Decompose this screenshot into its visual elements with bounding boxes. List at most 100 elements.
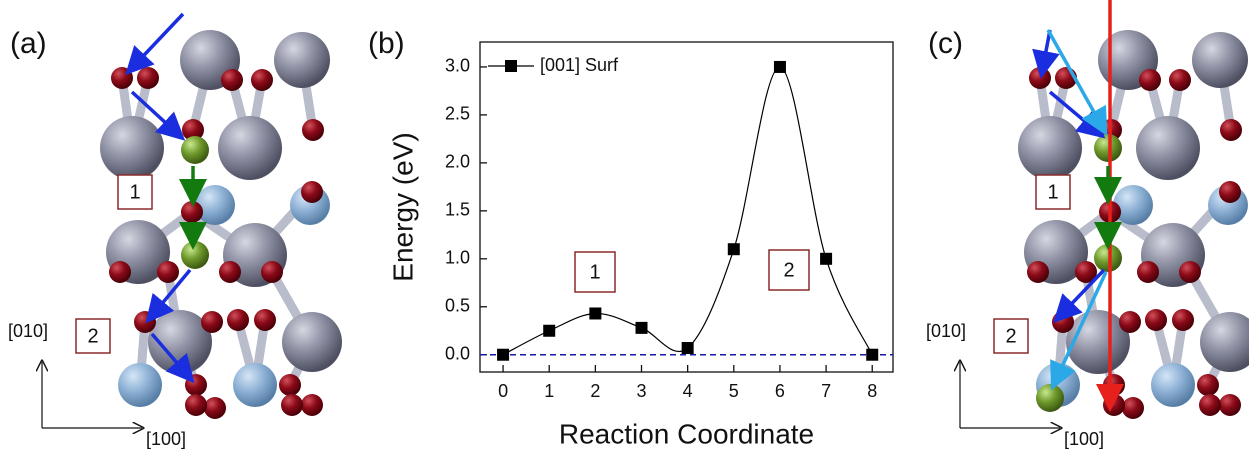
label-box [75, 318, 111, 354]
atom [1122, 397, 1144, 419]
x-axis-label: Reaction Coordinate [559, 418, 814, 449]
x-tick-label: 1 [544, 381, 554, 401]
atom [1029, 67, 1051, 89]
label-box [1035, 174, 1071, 210]
axis-label: [100] [146, 429, 186, 449]
atom [281, 394, 303, 416]
annotation: 2 [783, 259, 794, 281]
atom [218, 116, 282, 180]
atom [181, 201, 203, 223]
panel-label: (c) [928, 27, 963, 60]
atom [301, 394, 323, 416]
x-tick-label: 4 [683, 381, 693, 401]
atom [157, 261, 179, 283]
atom [1220, 119, 1242, 141]
atom [279, 374, 301, 396]
label-box [993, 318, 1029, 354]
x-tick-label: 2 [590, 381, 600, 401]
atom [251, 69, 273, 91]
atom [195, 185, 235, 225]
atom [1027, 261, 1049, 283]
x-tick-label: 6 [775, 381, 785, 401]
atom [204, 397, 226, 419]
y-tick-label: 2.5 [445, 104, 470, 124]
box-label: 1 [1047, 181, 1058, 203]
atom [1200, 312, 1249, 372]
atom [227, 309, 249, 331]
atom [282, 312, 342, 372]
atom [1075, 261, 1097, 283]
atom [1172, 309, 1194, 331]
axis-label: [010] [926, 321, 966, 341]
atom [137, 67, 159, 89]
arrow [1050, 271, 1108, 391]
atom [1018, 116, 1082, 180]
atom [111, 67, 133, 89]
atom [219, 261, 241, 283]
box-label: 2 [1005, 325, 1016, 347]
structure-panel: (a) 1 2 [010] [100] [8, 12, 342, 449]
data-point [543, 324, 556, 337]
atom [1192, 32, 1248, 88]
axis-label: [100] [1064, 429, 1104, 449]
atom [1036, 384, 1064, 412]
atom [1197, 374, 1219, 396]
x-tick-label: 0 [498, 381, 508, 401]
y-tick-label: 1.0 [445, 248, 470, 268]
atom [201, 311, 223, 333]
atom [148, 310, 212, 374]
arrow [1032, 29, 1060, 79]
panel-label: (a) [10, 27, 47, 60]
atom [233, 363, 277, 407]
y-tick-label: 3.0 [445, 56, 470, 76]
x-tick-label: 5 [729, 381, 739, 401]
atom [301, 181, 323, 203]
annotation-box [768, 249, 810, 291]
arrow [145, 268, 192, 324]
arrow [150, 332, 195, 384]
atom [1119, 311, 1141, 333]
axis-label: [010] [8, 321, 48, 341]
box-label: 2 [87, 325, 98, 347]
x-tick-label: 8 [867, 381, 877, 401]
atom [1199, 394, 1221, 416]
annotation-box [574, 251, 616, 293]
atom [181, 136, 209, 164]
x-tick-label: 3 [637, 381, 647, 401]
atom [1094, 244, 1122, 272]
data-point [681, 342, 694, 355]
data-point [866, 348, 879, 361]
data-point [727, 243, 740, 256]
atom [182, 119, 204, 141]
y-axis-label: Energy (eV) [387, 132, 418, 281]
atom [1137, 261, 1159, 283]
atom [1103, 374, 1125, 396]
atom [1219, 181, 1241, 203]
atom [261, 261, 283, 283]
panel-label: (b) [368, 27, 405, 60]
arrow [1053, 268, 1106, 324]
box-label: 1 [129, 181, 140, 203]
atom [1139, 69, 1161, 91]
atom [181, 241, 209, 269]
atom [1103, 394, 1125, 416]
x-tick-label: 7 [821, 381, 831, 401]
atom [221, 69, 243, 91]
annotation: 1 [589, 261, 600, 283]
arrow [130, 90, 186, 141]
atom [254, 309, 276, 331]
data-point [773, 60, 786, 73]
atom [1113, 185, 1153, 225]
atom [302, 119, 324, 141]
y-tick-label: 2.0 [445, 152, 470, 172]
data-point [497, 348, 510, 361]
arrow [125, 12, 185, 76]
y-tick-label: 0.5 [445, 296, 470, 316]
y-tick-label: 1.5 [445, 200, 470, 220]
label-box [117, 174, 153, 210]
data-point [635, 321, 648, 334]
plot-frame [479, 41, 894, 373]
atom [1094, 134, 1122, 162]
atom [1145, 309, 1167, 331]
